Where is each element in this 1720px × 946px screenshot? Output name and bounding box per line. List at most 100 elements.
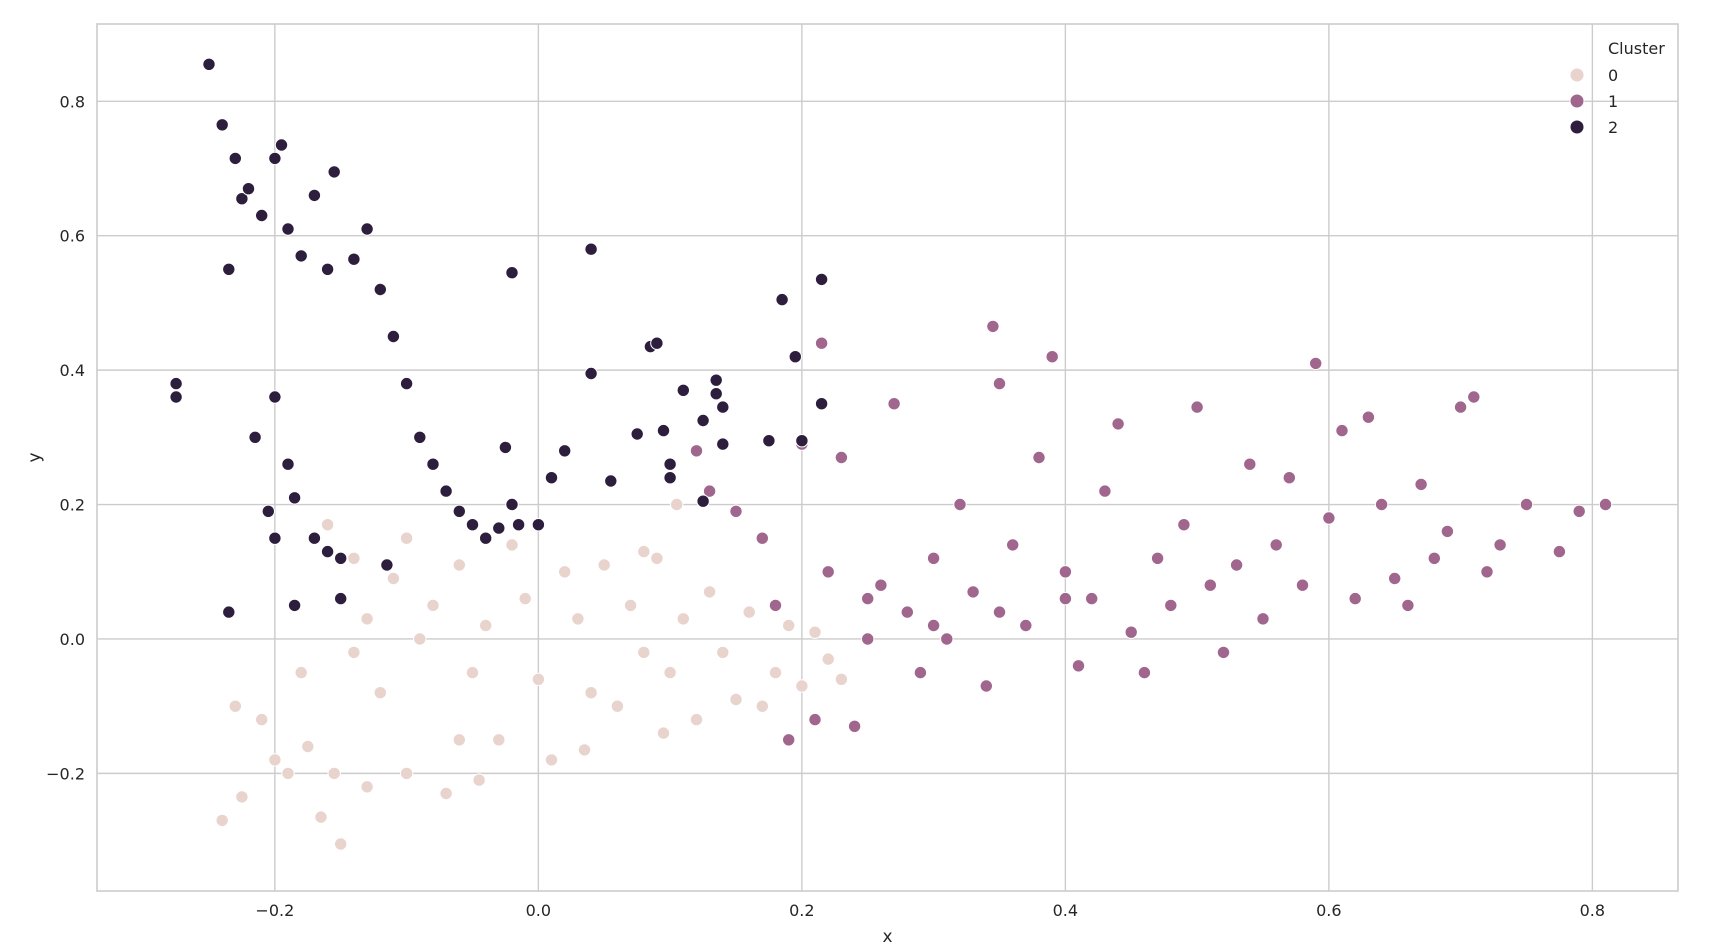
scatter-point-cluster-2 xyxy=(604,474,618,488)
y-tick-label: 0.6 xyxy=(60,227,85,246)
x-axis-label: x xyxy=(882,927,892,946)
scatter-point-cluster-2 xyxy=(709,387,723,401)
scatter-point-cluster-0 xyxy=(650,551,664,565)
scatter-point-cluster-0 xyxy=(255,712,269,727)
scatter-point-cluster-2 xyxy=(762,434,776,448)
x-tick-label: 0.8 xyxy=(1580,901,1605,920)
scatter-point-cluster-0 xyxy=(327,766,341,781)
legend-items: 0 1 2 xyxy=(1569,66,1618,137)
scatter-point-cluster-1 xyxy=(1269,538,1283,552)
scatter-point-cluster-0 xyxy=(558,565,572,579)
scatter-point-cluster-0 xyxy=(373,686,387,700)
scatter-point-cluster-0 xyxy=(676,612,690,626)
scatter-point-cluster-1 xyxy=(887,397,901,411)
scatter-point-cluster-0 xyxy=(472,773,486,787)
scatter-point-cluster-0 xyxy=(768,665,783,680)
scatter-point-cluster-0 xyxy=(729,692,743,707)
scatter-point-cluster-2 xyxy=(492,521,506,535)
scatter-point-cluster-2 xyxy=(380,558,394,572)
scatter-point-cluster-2 xyxy=(795,434,809,448)
scatter-point-cluster-2 xyxy=(558,444,572,458)
scatter-point-cluster-2 xyxy=(373,282,387,297)
scatter-point-cluster-0 xyxy=(637,544,651,559)
scatter-point-cluster-0 xyxy=(834,672,849,686)
y-tick-label: 0.4 xyxy=(60,361,85,380)
y-tick-label: 0.8 xyxy=(60,92,85,111)
scatter-point-cluster-0 xyxy=(386,571,401,586)
scatter-point-cluster-2 xyxy=(222,605,236,619)
scatter-point-cluster-0 xyxy=(235,790,249,804)
scatter-point-cluster-1 xyxy=(834,450,849,465)
legend-marker xyxy=(1569,93,1585,109)
scatter-point-cluster-2 xyxy=(268,151,282,166)
scatter-point-cluster-2 xyxy=(294,249,308,263)
scatter-point-cluster-1 xyxy=(966,585,980,599)
scatter-point-cluster-0 xyxy=(656,726,671,740)
scatter-point-cluster-1 xyxy=(1519,497,1534,512)
scatter-point-cluster-1 xyxy=(808,712,822,727)
scatter-point-cluster-0 xyxy=(544,753,559,767)
scatter-point-cluster-1 xyxy=(1493,538,1507,552)
scatter-point-cluster-1 xyxy=(1111,417,1125,431)
scatter-point-cluster-2 xyxy=(531,518,546,532)
scatter-point-cluster-2 xyxy=(215,118,229,132)
scatter-point-cluster-2 xyxy=(775,292,789,307)
scatter-point-cluster-2 xyxy=(360,222,374,236)
scatter-point-cluster-1 xyxy=(1414,477,1428,492)
scatter-point-cluster-0 xyxy=(795,679,809,693)
scatter-point-cluster-2 xyxy=(281,222,295,236)
legend-label: 0 xyxy=(1608,66,1618,85)
scatter-point-cluster-1 xyxy=(1322,511,1336,525)
scatter-point-cluster-2 xyxy=(399,376,414,391)
scatter-point-cluster-1 xyxy=(1598,497,1613,512)
scatter-point-cluster-2 xyxy=(716,437,730,451)
x-tick-label: 0.6 xyxy=(1316,901,1341,920)
legend-title: Cluster xyxy=(1608,39,1665,58)
scatter-point-cluster-1 xyxy=(1467,390,1481,404)
scatter-point-cluster-0 xyxy=(334,837,348,851)
scatter-point-cluster-1 xyxy=(689,444,704,458)
scatter-point-cluster-2 xyxy=(696,494,710,508)
scatter-point-cluster-0 xyxy=(347,645,361,660)
scatter-point-cluster-0 xyxy=(492,733,506,747)
scatter-point-cluster-0 xyxy=(623,598,638,613)
scatter-point-cluster-1 xyxy=(1177,518,1191,532)
scatter-point-cluster-2 xyxy=(268,531,282,545)
scatter-point-cluster-1 xyxy=(1190,400,1204,414)
scatter-point-cluster-1 xyxy=(1282,471,1297,485)
scatter-point-cluster-1 xyxy=(1032,450,1046,465)
y-tick-labels: −0.2 0.0 0.2 0.4 0.6 0.8 xyxy=(46,92,85,783)
scatter-point-cluster-1 xyxy=(702,484,717,498)
scatter-point-cluster-2 xyxy=(287,598,302,613)
scatter-point-cluster-2 xyxy=(656,423,671,438)
scatter-point-cluster-0 xyxy=(360,612,374,626)
legend-label: 1 xyxy=(1608,92,1618,111)
scatter-point-cluster-2 xyxy=(465,518,480,532)
scatter-point-cluster-0 xyxy=(215,813,229,828)
scatter-point-cluster-2 xyxy=(307,531,322,545)
grid xyxy=(97,24,1678,891)
scatter-point-cluster-0 xyxy=(452,733,466,747)
scatter-point-cluster-2 xyxy=(248,430,262,444)
scatter-point-cluster-2 xyxy=(268,390,282,404)
scatter-point-cluster-1 xyxy=(1216,645,1231,660)
scatter-point-cluster-2 xyxy=(696,413,710,428)
scatter-point-cluster-2 xyxy=(709,373,723,387)
scatter-point-cluster-1 xyxy=(1335,423,1349,438)
scatter-point-cluster-0 xyxy=(821,652,835,666)
scatter-point-cluster-2 xyxy=(334,591,348,606)
scatter-point-cluster-1 xyxy=(814,336,829,350)
x-tick-label: 0.0 xyxy=(526,901,551,920)
scatter-point-cluster-1 xyxy=(1019,618,1033,633)
scatter-point-cluster-0 xyxy=(531,672,546,686)
legend-label: 2 xyxy=(1608,118,1618,137)
scatter-point-cluster-0 xyxy=(228,699,243,713)
scatter-point-cluster-1 xyxy=(1071,659,1086,673)
legend-marker xyxy=(1569,67,1585,83)
scatter-point-cluster-2 xyxy=(426,457,440,471)
scatter-point-cluster-2 xyxy=(202,57,216,72)
scatter-point-cluster-1 xyxy=(979,679,993,693)
x-tick-label: 0.2 xyxy=(789,901,814,920)
scatter-point-cluster-1 xyxy=(782,733,796,747)
scatter-point-cluster-2 xyxy=(814,272,829,287)
